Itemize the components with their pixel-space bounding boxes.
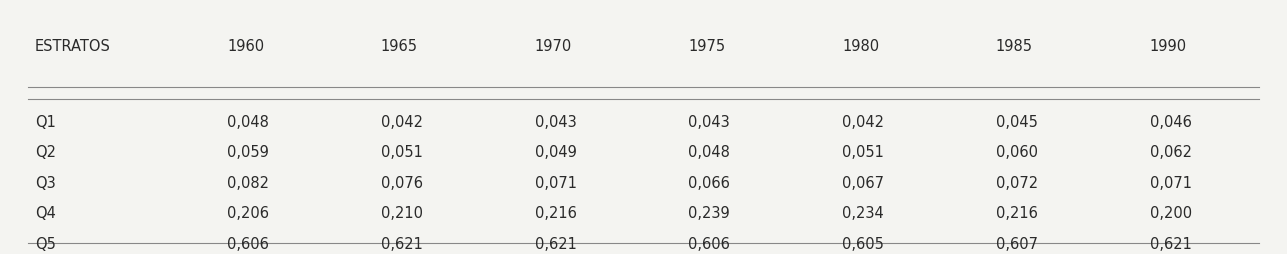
Text: 0,048: 0,048 [227, 114, 269, 129]
Text: 0,051: 0,051 [842, 145, 884, 160]
Text: 0,042: 0,042 [381, 114, 423, 129]
Text: 1990: 1990 [1149, 39, 1187, 54]
Text: 0,049: 0,049 [534, 145, 577, 160]
Text: 0,082: 0,082 [227, 175, 269, 190]
Text: 0,046: 0,046 [1149, 114, 1192, 129]
Text: 0,043: 0,043 [689, 114, 730, 129]
Text: 0,210: 0,210 [381, 205, 423, 220]
Text: 0,621: 0,621 [381, 236, 422, 251]
Text: 1980: 1980 [842, 39, 879, 54]
Text: 0,067: 0,067 [842, 175, 884, 190]
Text: 1965: 1965 [381, 39, 418, 54]
Text: 0,621: 0,621 [534, 236, 577, 251]
Text: 0,076: 0,076 [381, 175, 423, 190]
Text: 1970: 1970 [534, 39, 571, 54]
Text: Q3: Q3 [35, 175, 55, 190]
Text: 0,607: 0,607 [996, 236, 1037, 251]
Text: 0,216: 0,216 [534, 205, 577, 220]
Text: Q4: Q4 [35, 205, 55, 220]
Text: 0,234: 0,234 [842, 205, 884, 220]
Text: 0,051: 0,051 [381, 145, 422, 160]
Text: 0,048: 0,048 [689, 145, 730, 160]
Text: 0,239: 0,239 [689, 205, 730, 220]
Text: 0,059: 0,059 [227, 145, 269, 160]
Text: Q1: Q1 [35, 114, 55, 129]
Text: 0,066: 0,066 [689, 175, 730, 190]
Text: Q5: Q5 [35, 236, 55, 251]
Text: 0,606: 0,606 [689, 236, 730, 251]
Text: 0,200: 0,200 [1149, 205, 1192, 220]
Text: Q2: Q2 [35, 145, 55, 160]
Text: 0,062: 0,062 [1149, 145, 1192, 160]
Text: 0,206: 0,206 [227, 205, 269, 220]
Text: 0,060: 0,060 [996, 145, 1037, 160]
Text: 1960: 1960 [227, 39, 264, 54]
Text: 0,072: 0,072 [996, 175, 1039, 190]
Text: 0,606: 0,606 [227, 236, 269, 251]
Text: 0,043: 0,043 [534, 114, 577, 129]
Text: 1975: 1975 [689, 39, 726, 54]
Text: 0,071: 0,071 [1149, 175, 1192, 190]
Text: 1985: 1985 [996, 39, 1033, 54]
Text: 0,045: 0,045 [996, 114, 1037, 129]
Text: 0,216: 0,216 [996, 205, 1037, 220]
Text: 0,071: 0,071 [534, 175, 577, 190]
Text: 0,605: 0,605 [842, 236, 884, 251]
Text: 0,621: 0,621 [1149, 236, 1192, 251]
Text: ESTRATOS: ESTRATOS [35, 39, 111, 54]
Text: 0,042: 0,042 [842, 114, 884, 129]
